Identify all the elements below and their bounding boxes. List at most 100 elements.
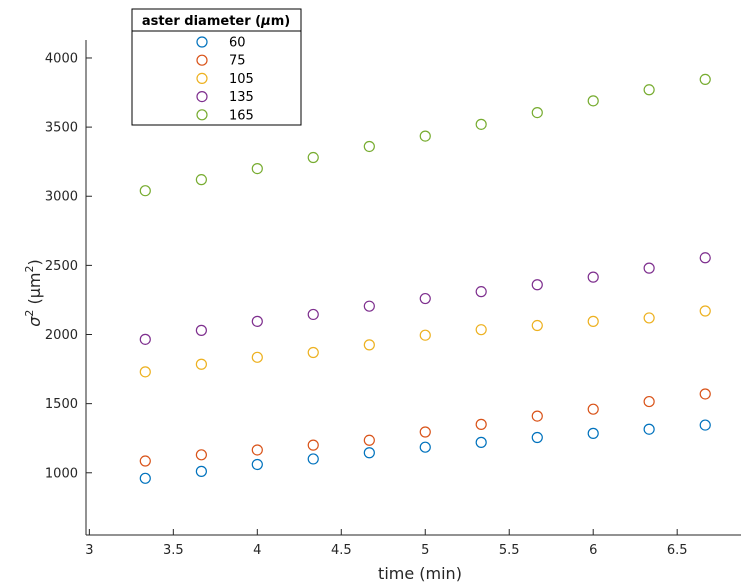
series-105 <box>139 305 711 378</box>
data-point <box>139 333 151 345</box>
data-point <box>475 324 487 336</box>
data-point <box>251 351 263 363</box>
legend-label: 60 <box>229 36 246 51</box>
legend-label: 165 <box>229 108 254 123</box>
data-point <box>643 262 655 274</box>
y-axis-label-units-exponent: 2 <box>23 266 36 273</box>
data-point <box>251 315 263 327</box>
data-point <box>531 431 543 444</box>
data-point <box>643 395 655 408</box>
y-axis-label-units: (μm <box>25 273 44 310</box>
legend-marker <box>196 72 208 85</box>
data-point <box>363 339 375 351</box>
data-point <box>531 279 543 291</box>
y-axis-label-sigma-exponent: 2 <box>23 310 36 317</box>
data-point <box>139 185 151 197</box>
data-point <box>699 73 711 86</box>
y-tick-label: 1500 <box>45 397 78 412</box>
y-tick-label: 4000 <box>45 51 78 66</box>
legend: aster diameter (μm) 60 75 105 135 165 <box>131 8 302 126</box>
series-60 <box>139 419 711 484</box>
data-point <box>363 447 375 459</box>
data-point <box>475 418 487 430</box>
data-point <box>307 439 319 451</box>
data-point <box>419 441 431 453</box>
axes: 3 3.5 4 4.5 5 5.5 6 6.5 1000 1500 2000 2500 3000 3500… <box>45 40 741 558</box>
data-point <box>363 140 375 153</box>
legend-title-prefix: aster diameter ( <box>142 14 261 29</box>
legend-title: aster diameter (μm) <box>142 14 290 29</box>
data-point <box>307 151 319 164</box>
data-point <box>643 423 655 435</box>
data-point <box>195 174 207 186</box>
legend-title-suffix: m) <box>271 14 291 29</box>
data-point <box>475 286 487 298</box>
data-point <box>195 465 207 477</box>
data-point <box>419 426 431 438</box>
data-point <box>531 106 543 119</box>
data-point <box>251 162 263 175</box>
y-axis-label: σ2 (μm2) <box>23 259 44 326</box>
data-point <box>139 472 151 484</box>
data-point <box>699 252 711 264</box>
y-tick-label: 3500 <box>45 121 78 136</box>
legend-marker <box>196 36 208 48</box>
data-point <box>307 453 319 465</box>
data-point <box>531 319 543 332</box>
legend-label: 75 <box>229 54 246 69</box>
data-point <box>699 305 711 317</box>
x-tick-label: 4.5 <box>331 543 352 558</box>
legend-marker <box>196 54 208 66</box>
data-point <box>419 329 431 341</box>
data-point <box>475 436 487 448</box>
data-point <box>587 315 599 327</box>
data-point <box>587 403 599 415</box>
data-point <box>307 308 319 321</box>
data-point <box>363 300 375 312</box>
data-point <box>195 449 207 461</box>
x-tick-label: 6.5 <box>667 543 688 558</box>
data-point <box>251 458 263 471</box>
data-point <box>195 324 207 336</box>
y-axis-label-close: ) <box>25 259 44 265</box>
data-point <box>307 346 319 359</box>
data-point <box>419 130 431 142</box>
x-tick-label: 5.5 <box>499 543 520 558</box>
x-tick-label: 5 <box>421 543 429 558</box>
legend-box <box>131 8 302 126</box>
x-tick-label: 6 <box>589 543 597 558</box>
data-point <box>531 410 543 422</box>
x-tick-label: 3.5 <box>163 543 184 558</box>
data-point <box>475 118 487 130</box>
data-point <box>699 388 711 400</box>
legend-marker <box>196 109 208 121</box>
data-point <box>587 95 599 107</box>
data-point <box>251 444 263 456</box>
legend-title-mu: μ <box>260 14 271 29</box>
x-tick-label: 3 <box>85 543 93 558</box>
data-point <box>699 419 711 431</box>
data-point <box>363 434 375 446</box>
data-point <box>419 292 431 305</box>
data-point <box>587 427 599 439</box>
data-point <box>139 455 151 467</box>
data-points <box>139 73 711 484</box>
y-tick-label: 2500 <box>45 259 78 274</box>
data-point <box>139 366 151 378</box>
y-axis-label-sigma: σ <box>25 316 44 327</box>
series-165 <box>139 73 711 197</box>
x-axis-label: time (min) <box>378 564 462 583</box>
data-point <box>643 312 655 324</box>
data-point <box>195 358 207 370</box>
legend-label: 135 <box>229 90 254 105</box>
x-tick-label: 4 <box>253 543 261 558</box>
data-point <box>587 271 599 283</box>
y-tick-label: 1000 <box>45 466 78 481</box>
legend-label: 105 <box>229 72 254 87</box>
legend-marker <box>196 90 208 103</box>
y-tick-label: 3000 <box>45 190 78 205</box>
y-tick-label: 2000 <box>45 328 78 343</box>
series-135 <box>139 252 711 345</box>
